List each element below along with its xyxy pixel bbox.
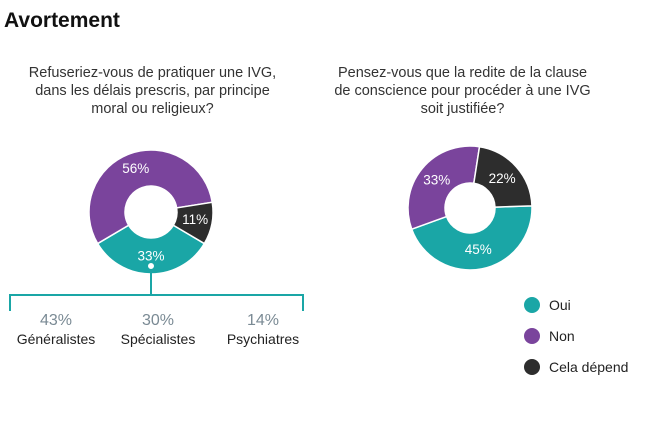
legend-item-non: Non [524,326,575,346]
breakdown-generalistes: 43% Généralistes [1,311,111,348]
legend-label: Non [549,328,575,344]
slice-cela-depend [172,201,214,245]
donut-chart-2: 45% 33% 22% [407,145,533,271]
breakdown-value: 30% [141,312,175,329]
legend-label: Oui [549,297,571,313]
slice-non [407,145,481,231]
legend-swatch [524,359,540,375]
chart-2-question: Pensez-vous que la redite de la clause d… [334,65,591,117]
slice-non [88,149,214,245]
slice-non-label: 56% [122,161,149,176]
slice-oui [410,205,533,271]
slice-cela-depend-label: 11% [182,212,208,227]
breakdown-label: Psychiatres [226,331,300,347]
slice-cela-depend-label: 22% [489,171,516,186]
breakdown-psychiatres: 14% Psychiatres [208,311,318,348]
page-title: Avortement [4,9,120,32]
slice-oui-label: 33% [137,249,164,264]
slice-non-label: 33% [423,172,450,187]
breakdown-label: Spécialistes [120,331,196,347]
breakdown-value: 14% [246,312,280,329]
legend-swatch [524,297,540,313]
breakdown-value: 43% [39,312,73,329]
slice-cela-depend [472,145,533,208]
legend-item-cela-depend: Cela dépend [524,357,628,377]
slice-oui [96,224,206,275]
legend-swatch [524,328,540,344]
slice-oui-label: 45% [465,242,492,257]
legend-item-oui: Oui [524,295,571,315]
legend-label: Cela dépend [549,359,629,375]
breakdown-specialistes: 30% Spécialistes [103,311,213,348]
chart-1-question: Refuseriez-vous de pratiquer une IVG, da… [28,65,277,117]
breakdown-label: Généralistes [16,331,96,347]
donut-chart-1: 33% 56% 11% [88,149,214,275]
